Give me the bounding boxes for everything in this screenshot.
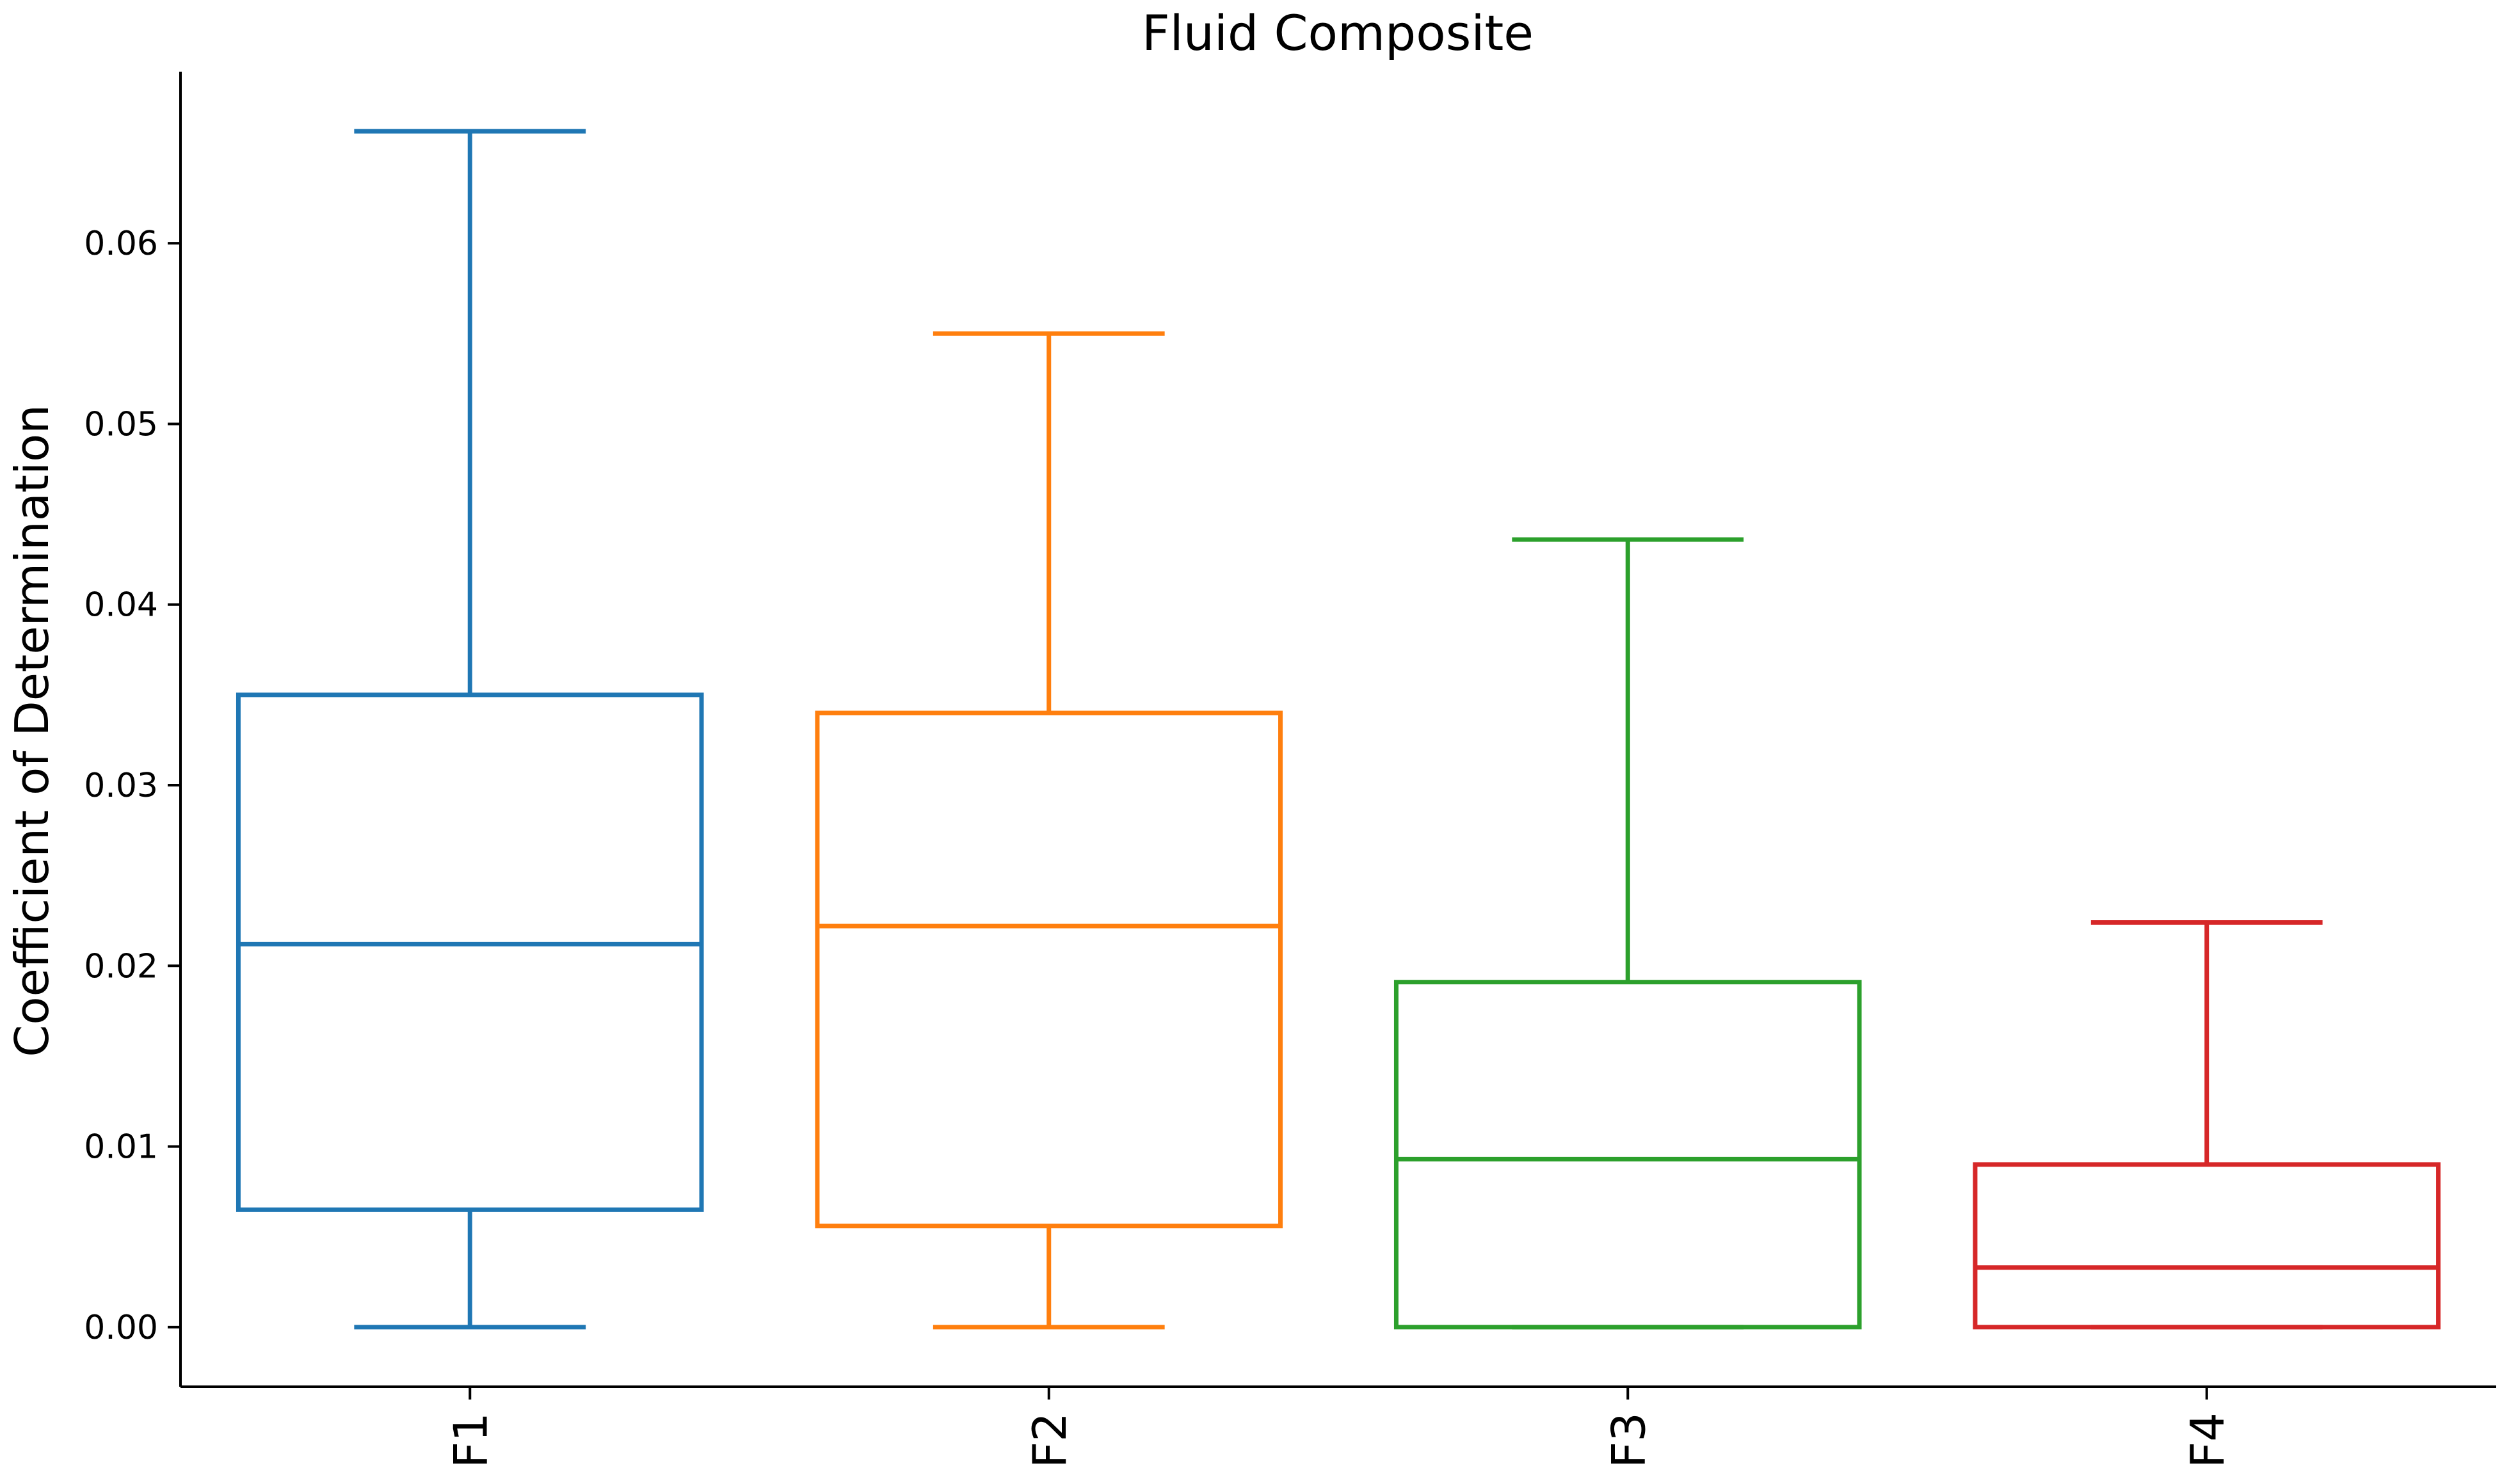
y-tick-label: 0.03 [84, 767, 158, 805]
x-tick-label: F1 [444, 1412, 497, 1468]
y-tick-label: 0.06 [84, 225, 158, 263]
x-tick-label: F3 [1601, 1412, 1655, 1468]
x-tick-label: F4 [2181, 1412, 2234, 1468]
y-axis-label: Coefficient of Determination [5, 404, 59, 1057]
y-tick-label: 0.02 [84, 947, 158, 985]
plot-area: 0.00 0.01 0.02 0.03 0.04 0.05 0.06 F1 F2 F3 F4 [84, 72, 2496, 1468]
y-tick-label: 0.00 [84, 1309, 158, 1347]
box-rect [815, 710, 1283, 1229]
box-rect [1393, 980, 1862, 1330]
y-tick-label: 0.01 [84, 1128, 158, 1167]
y-tick-label: 0.05 [84, 405, 158, 443]
box-rect [1973, 1162, 2441, 1330]
box-rect [236, 692, 704, 1212]
y-tick-label: 0.04 [84, 586, 158, 625]
x-tick-label: F2 [1023, 1412, 1077, 1468]
chart-title: Fluid Composite [1142, 4, 1534, 61]
